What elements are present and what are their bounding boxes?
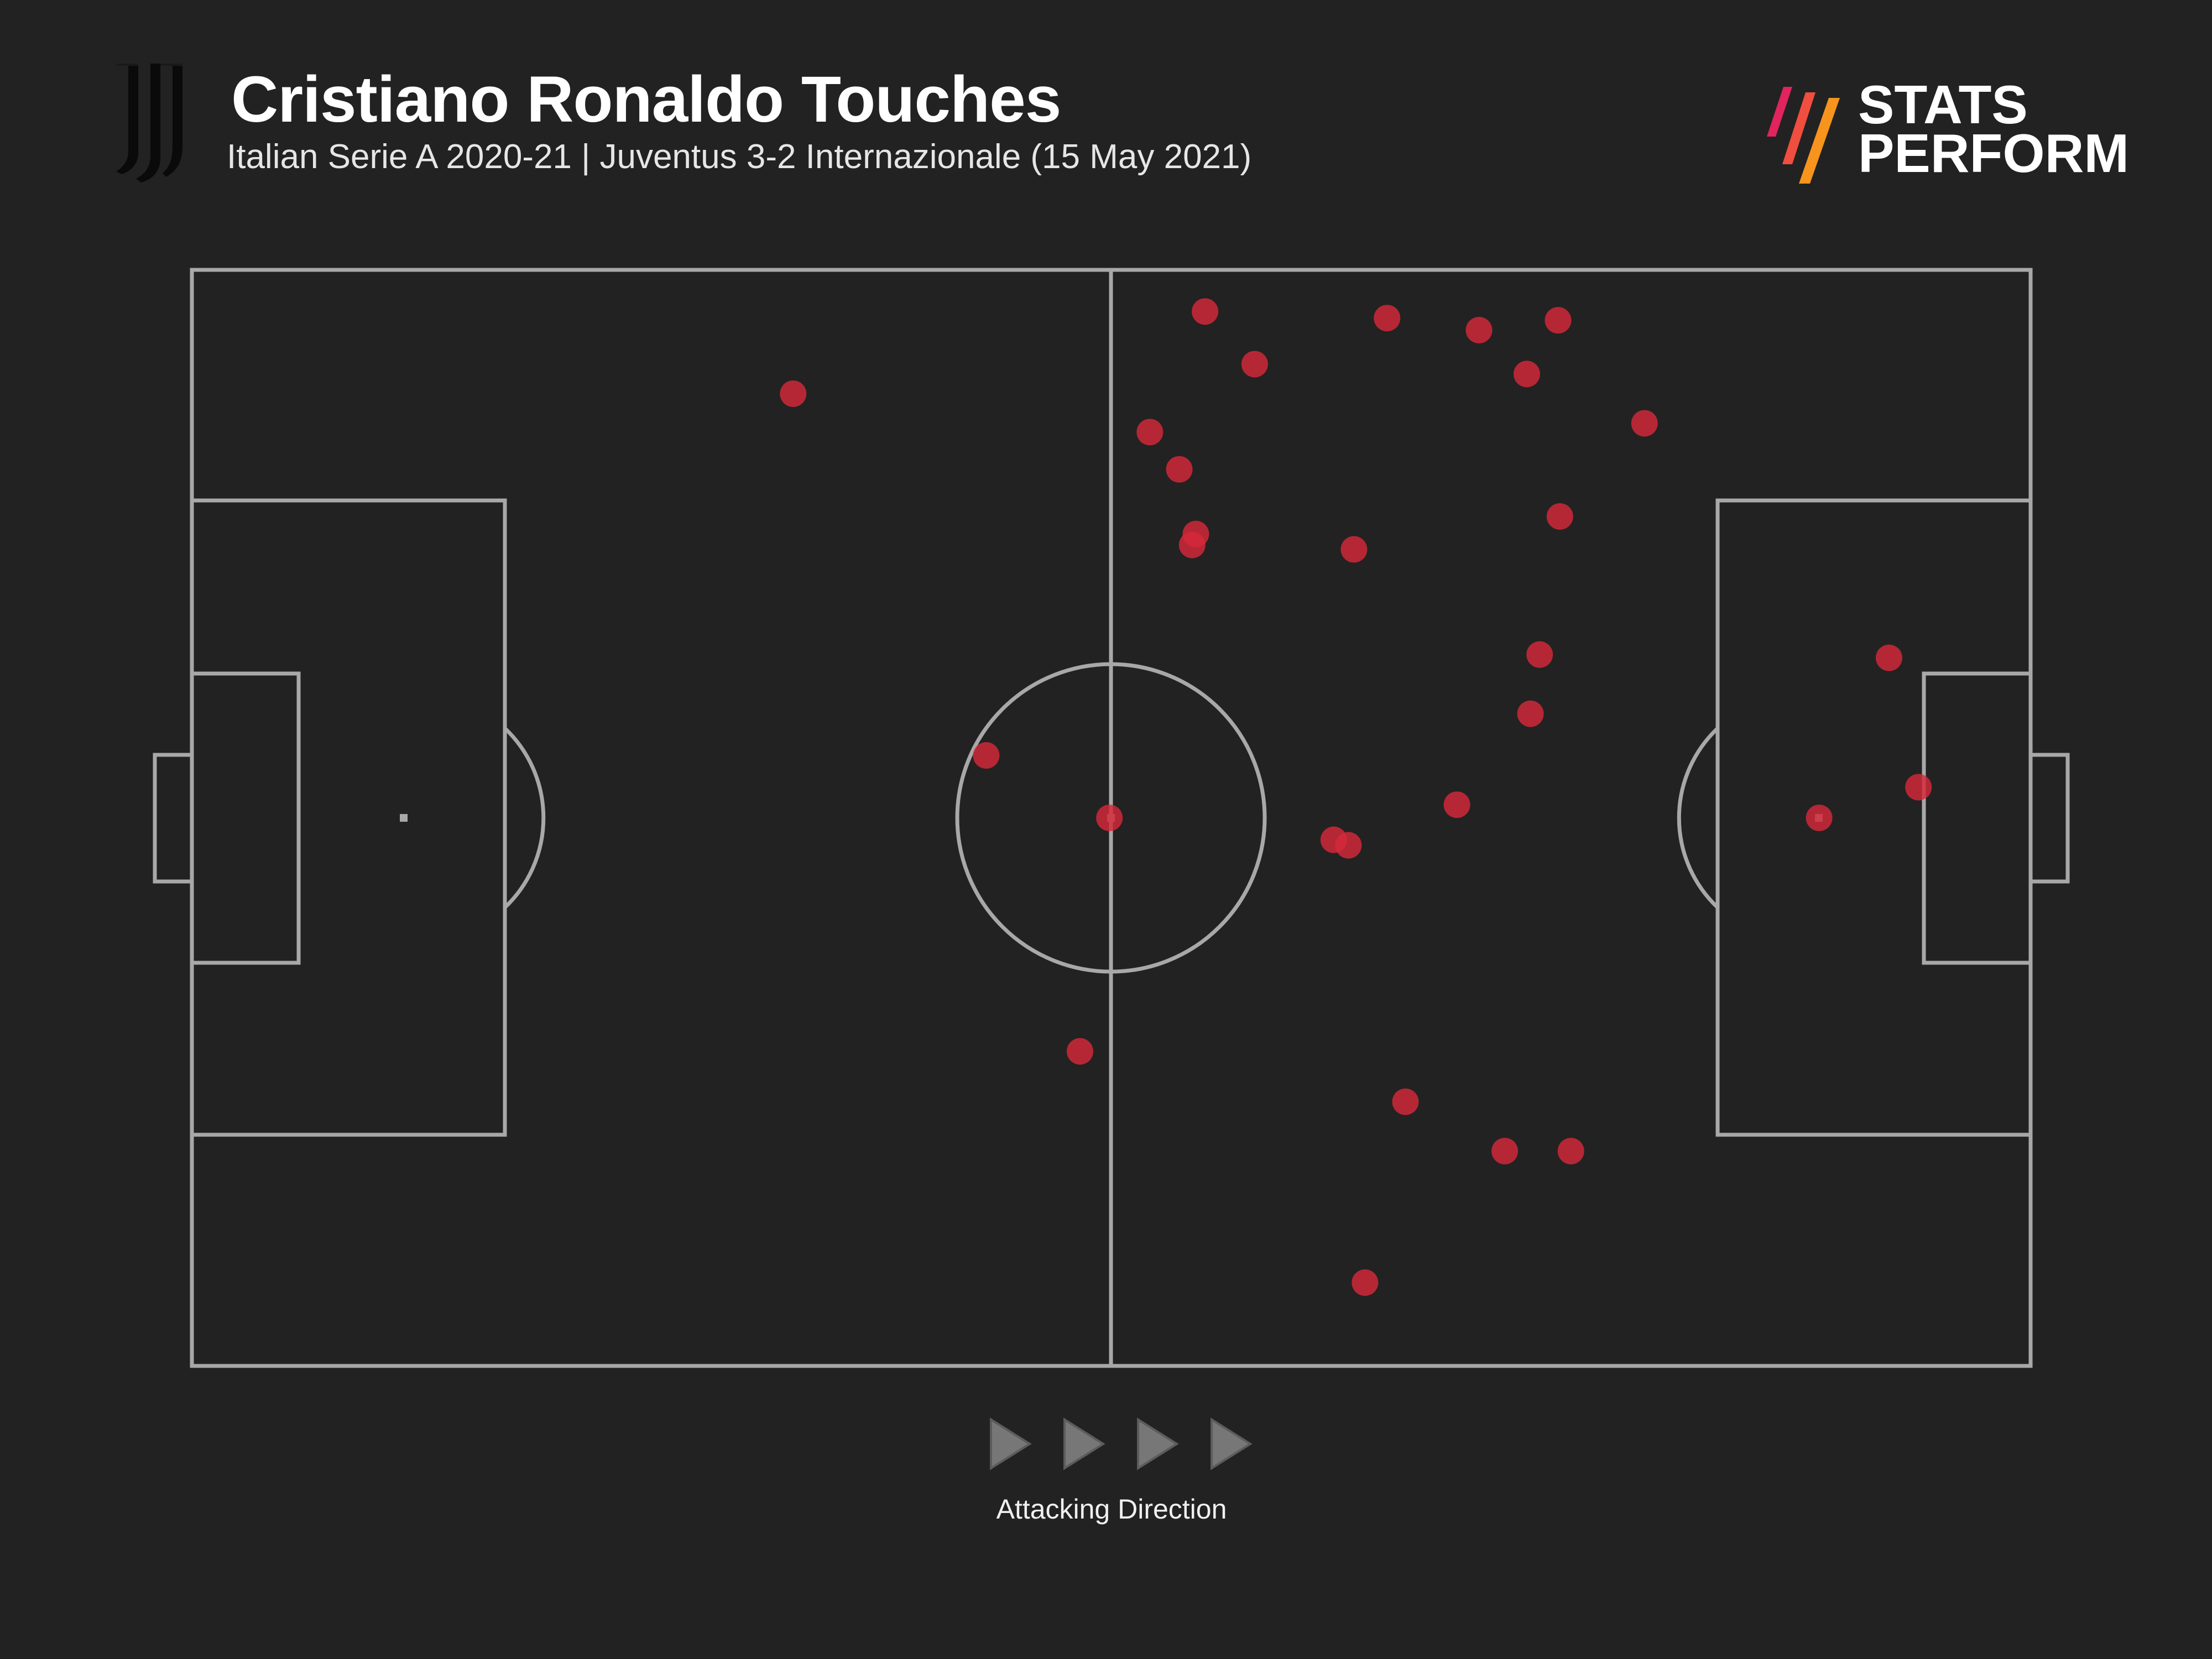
touch-point	[1166, 456, 1193, 483]
attacking-direction-label: Attacking Direction	[996, 1494, 1227, 1525]
chart-subtitle: Italian Serie A 2020-21 | Juventus 3-2 I…	[227, 138, 1252, 176]
right-six-yard-box	[1922, 671, 2033, 965]
touch-point	[1557, 1138, 1584, 1165]
touch-point	[1335, 832, 1362, 859]
stats-perform-stripes-icon	[1767, 87, 1840, 184]
brand-line-1: STATS	[1858, 74, 2028, 135]
touch-point	[1806, 805, 1833, 831]
touch-point	[1517, 700, 1544, 727]
touch-point	[1875, 644, 1902, 671]
stats-perform-logo: STATS PERFORM	[1767, 74, 2129, 191]
touch-point	[1352, 1269, 1379, 1296]
pitch-markings	[153, 268, 2070, 1368]
right-penalty-arc	[1677, 727, 1719, 909]
touch-points	[780, 298, 1932, 1296]
touch-point	[1513, 361, 1540, 388]
touch-point	[1136, 419, 1164, 446]
touch-point	[1374, 305, 1401, 332]
touch-point	[1392, 1088, 1419, 1115]
brand-wordmark: STATS PERFORM	[1858, 74, 2129, 184]
attacking-direction-arrows	[990, 1417, 1253, 1470]
touch-point	[1491, 1138, 1519, 1165]
left-penalty-arc	[503, 727, 546, 909]
touch-point	[1096, 805, 1123, 831]
right-goal	[2028, 753, 2070, 884]
touch-point	[1631, 410, 1658, 437]
play-triangle-icon	[1211, 1417, 1253, 1470]
centre-circle	[955, 662, 1267, 974]
touch-point	[1546, 503, 1573, 530]
juventus-logo-icon	[116, 64, 182, 182]
left-goal	[153, 753, 194, 884]
play-triangle-icon	[1137, 1417, 1179, 1470]
chart-title: Cristiano Ronaldo Touches	[231, 63, 1061, 136]
touch-point	[1526, 641, 1553, 668]
touch-point	[780, 380, 807, 407]
play-triangle-icon	[1063, 1417, 1105, 1470]
brand-line-2: PERFORM	[1858, 123, 2129, 184]
touch-point	[1340, 536, 1368, 563]
right-penalty-area	[1715, 498, 2033, 1137]
play-triangle-icon	[990, 1417, 1032, 1470]
touch-point	[1443, 791, 1470, 818]
left-penalty-spot	[400, 814, 408, 822]
touch-point	[1465, 317, 1493, 344]
touch-point	[1178, 531, 1206, 559]
touch-point	[1545, 307, 1572, 334]
touch-point	[973, 742, 1000, 769]
touch-point	[1905, 774, 1932, 801]
left-penalty-area	[190, 498, 507, 1137]
touch-point	[1066, 1038, 1093, 1065]
left-six-yard-box	[190, 671, 301, 965]
touch-point	[1241, 351, 1268, 378]
touch-point	[1192, 298, 1219, 325]
